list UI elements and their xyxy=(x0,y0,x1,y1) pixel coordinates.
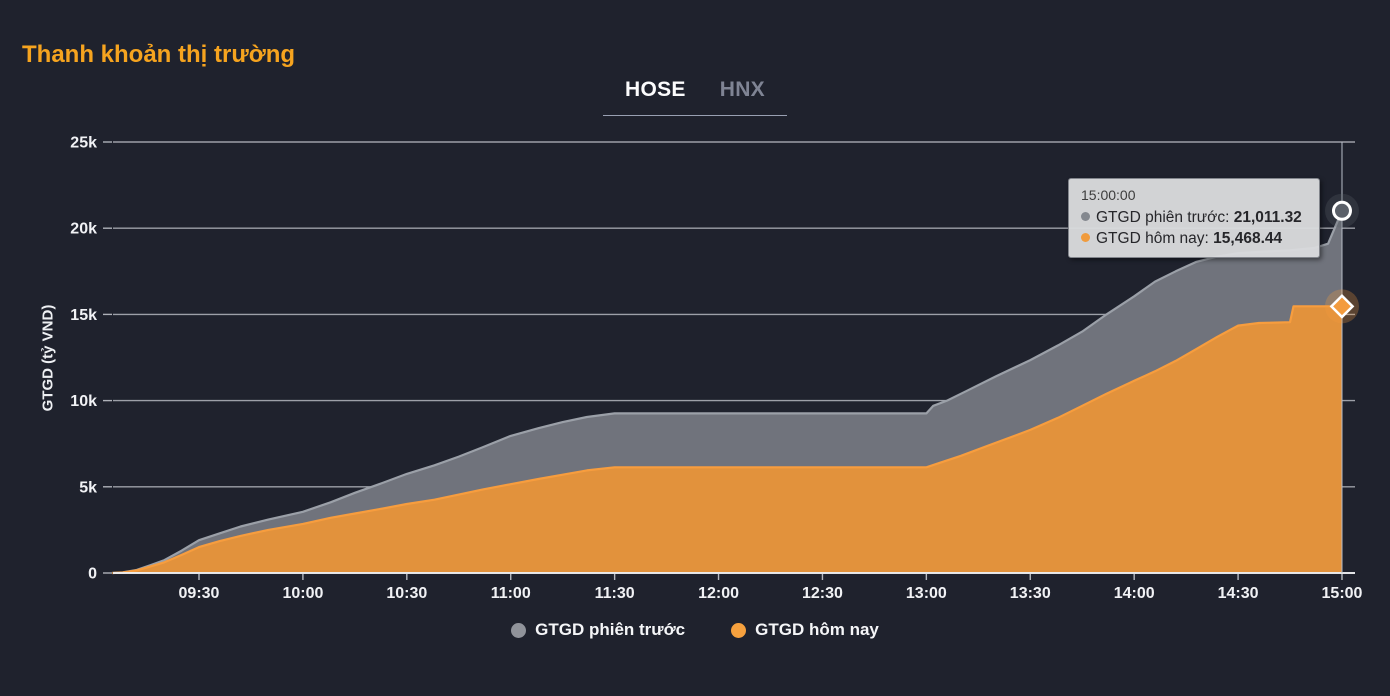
line-diamond xyxy=(112,305,1342,575)
x-tick-label: 10:30 xyxy=(386,585,427,602)
x-tick-label: 15:00 xyxy=(1322,585,1363,602)
legend-item-prev[interactable]: GTGD phiên trước xyxy=(511,620,685,640)
y-tick-label: 25k xyxy=(70,135,97,152)
x-tick-label: 10:00 xyxy=(282,585,323,602)
tab-hose[interactable]: HOSE xyxy=(625,78,686,101)
chart-legend: GTGD phiên trước GTGD hôm nay xyxy=(0,620,1390,640)
page-title: Thanh khoản thị trường xyxy=(22,41,296,68)
x-tick-label: 11:30 xyxy=(595,585,635,602)
exchange-tabs: HOSE HNX xyxy=(603,78,787,116)
series-dot-icon xyxy=(1081,212,1090,221)
x-tick-label: 12:00 xyxy=(698,585,739,602)
x-tick-label: 11:00 xyxy=(491,585,531,602)
x-tick-label: 13:00 xyxy=(906,585,947,602)
legend-item-today[interactable]: GTGD hôm nay xyxy=(731,620,879,640)
series-dot-icon xyxy=(1081,233,1090,242)
chart-tooltip: 15:00:00 GTGD phiên trước: 21,011.32 GTG… xyxy=(1068,178,1320,258)
y-axis-title: GTGD (tỷ VND) xyxy=(39,304,57,412)
y-tick-label: 15k xyxy=(70,307,97,324)
line-circle xyxy=(112,210,1344,575)
x-tick-label: 13:30 xyxy=(1010,585,1051,602)
circle-marker-icon[interactable] xyxy=(1331,200,1352,221)
x-tick-label: 14:00 xyxy=(1114,585,1155,602)
diamond-marker-icon[interactable] xyxy=(1329,293,1355,319)
legend-dot-icon xyxy=(511,622,527,638)
y-tick-label: 0 xyxy=(88,566,97,583)
x-tick-label: 09:30 xyxy=(179,585,220,602)
y-tick-label: 20k xyxy=(70,221,97,238)
legend-dot-icon xyxy=(731,622,747,638)
y-tick-label: 10k xyxy=(70,393,97,410)
tooltip-time: 15:00:00 xyxy=(1081,187,1136,203)
x-tick-label: 12:30 xyxy=(802,585,843,602)
y-tick-label: 5k xyxy=(79,479,97,496)
x-tick-label: 14:30 xyxy=(1218,585,1259,602)
tooltip-row-today: GTGD hôm nay: 15,468.44 xyxy=(1081,228,1307,249)
tooltip-row-prev: GTGD phiên trước: 21,011.32 xyxy=(1081,207,1307,228)
tab-hnx[interactable]: HNX xyxy=(719,78,765,101)
area-diamond xyxy=(112,306,1342,573)
